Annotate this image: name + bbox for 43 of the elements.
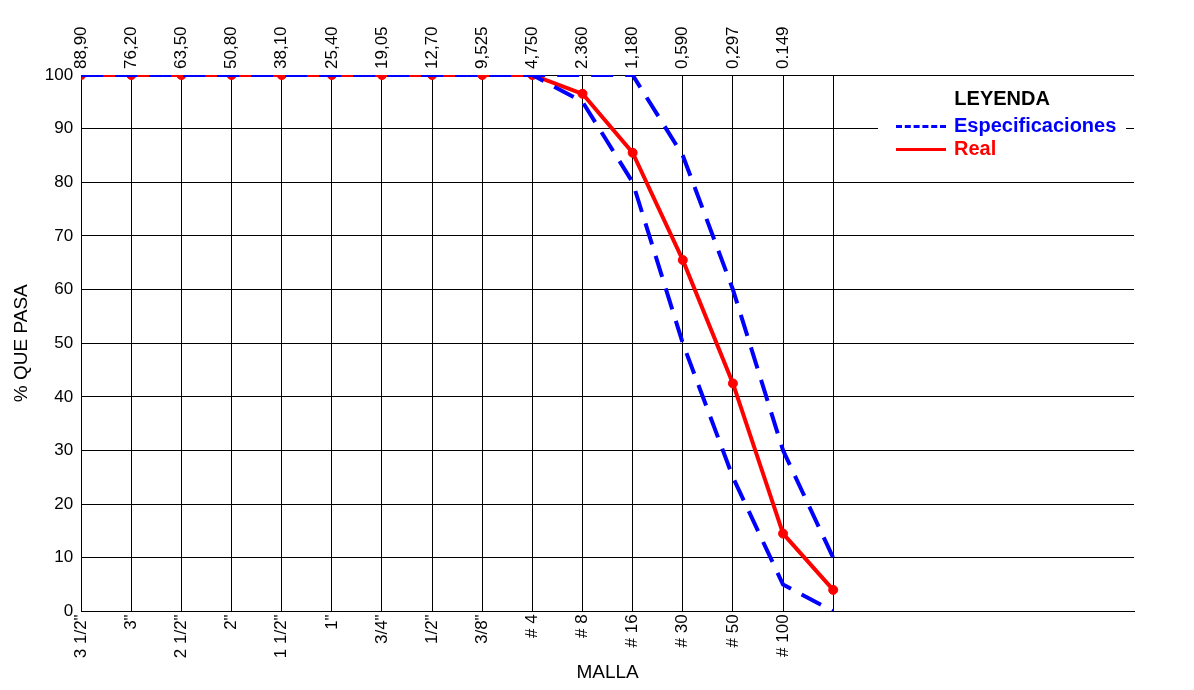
text: 2.360: [572, 26, 592, 69]
x-tick-label: 1 1/2": [271, 614, 291, 659]
x-tick-label: 1/2": [421, 614, 441, 645]
y-tick-label: 20: [54, 493, 74, 513]
text: 1,180: [622, 26, 642, 69]
text: 19,05: [371, 26, 391, 69]
text: 12,70: [421, 26, 441, 69]
x-tick-label: # 4: [522, 614, 542, 638]
text: 0.149: [772, 26, 792, 69]
x-tick-label: 1": [321, 614, 341, 630]
text: 38,10: [271, 26, 291, 69]
y-tick-label: 90: [54, 118, 74, 138]
text: 50,80: [221, 26, 241, 69]
x-tick-label: 3/4": [371, 614, 391, 645]
text: 9,525: [471, 26, 491, 69]
x-tick-label: # 50: [722, 614, 742, 648]
y-tick-label: 50: [54, 332, 74, 352]
x-tick-label: # 30: [672, 614, 692, 648]
legend-title: LEYENDA: [953, 87, 1051, 110]
text: 4,750: [522, 26, 542, 69]
text: 63,50: [171, 26, 191, 69]
y-tick-label: 0: [63, 601, 74, 621]
x-tick-label: 3": [120, 614, 140, 630]
text: 25,40: [321, 26, 341, 69]
text: 0,590: [672, 26, 692, 69]
y-tick-label: 30: [54, 440, 74, 460]
y-tick-label: 40: [54, 386, 74, 406]
x-tick-label: 2": [221, 614, 241, 630]
text: 76,20: [120, 26, 140, 69]
legend-label: Especificaciones: [954, 114, 1117, 136]
x-tick-label: # 16: [622, 614, 642, 648]
x-tick-label: # 100: [772, 614, 792, 657]
text: 0,297: [722, 26, 742, 69]
x-tick-label: 2 1/2": [171, 614, 191, 659]
y-tick-label: 10: [54, 547, 74, 567]
y-tick-label: 60: [54, 279, 74, 299]
x-axis-title: MALLA: [576, 660, 640, 682]
y-tick-label: 80: [54, 171, 74, 191]
y-axis-title: % QUE PASA: [9, 283, 31, 403]
x-tick-label: 3/8": [471, 614, 491, 645]
y-tick-label: 70: [54, 225, 74, 245]
legend-label: Real: [954, 137, 997, 159]
x-tick-label: # 8: [572, 614, 592, 638]
